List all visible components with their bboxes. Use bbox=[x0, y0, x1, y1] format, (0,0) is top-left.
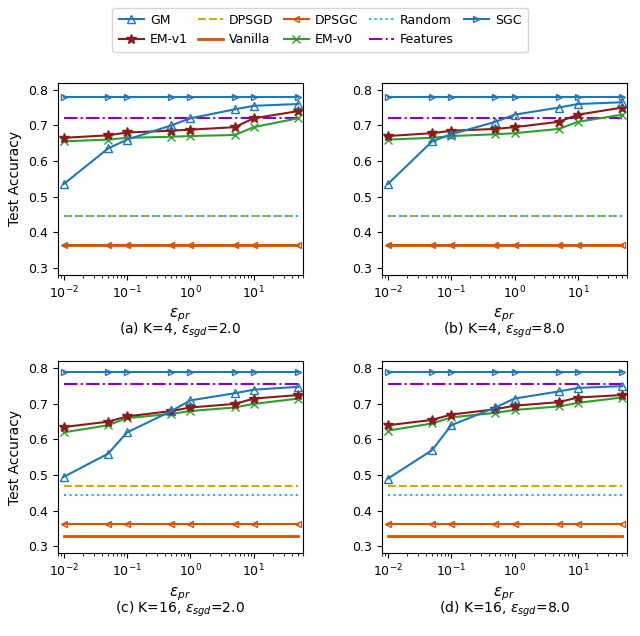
Title: (b) K=4, $\epsilon_{sgd}$=8.0: (b) K=4, $\epsilon_{sgd}$=8.0 bbox=[444, 321, 566, 340]
Title: (c) K=16, $\epsilon_{sgd}$=2.0: (c) K=16, $\epsilon_{sgd}$=2.0 bbox=[115, 599, 245, 619]
X-axis label: $\epsilon_{pr}$: $\epsilon_{pr}$ bbox=[493, 585, 515, 603]
Legend: GM, EM-v1, DPSGD, Vanilla, DPSGC, EM-v0, Random, Features, SGC: GM, EM-v1, DPSGD, Vanilla, DPSGC, EM-v0,… bbox=[113, 8, 527, 52]
Y-axis label: Test Accuracy: Test Accuracy bbox=[8, 131, 22, 226]
Y-axis label: Test Accuracy: Test Accuracy bbox=[8, 410, 22, 505]
Title: (d) K=16, $\epsilon_{sgd}$=8.0: (d) K=16, $\epsilon_{sgd}$=8.0 bbox=[439, 599, 570, 619]
X-axis label: $\epsilon_{pr}$: $\epsilon_{pr}$ bbox=[170, 307, 191, 324]
X-axis label: $\epsilon_{pr}$: $\epsilon_{pr}$ bbox=[493, 307, 515, 324]
X-axis label: $\epsilon_{pr}$: $\epsilon_{pr}$ bbox=[170, 585, 191, 603]
Title: (a) K=4, $\epsilon_{sgd}$=2.0: (a) K=4, $\epsilon_{sgd}$=2.0 bbox=[119, 321, 241, 340]
